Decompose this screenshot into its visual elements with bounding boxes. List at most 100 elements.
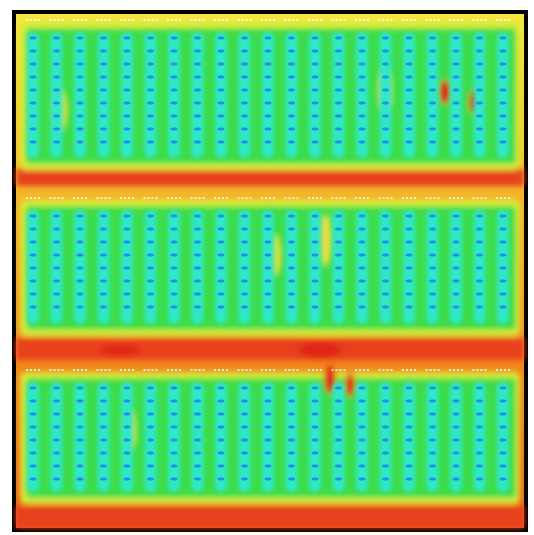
cell-spot: [29, 438, 37, 442]
cell-spot: [288, 305, 295, 309]
cell-spot: [452, 227, 460, 231]
cell-spot: [429, 227, 436, 231]
cell-spot: [241, 127, 248, 131]
cell-spot: [452, 412, 460, 416]
cell-spot: [311, 399, 319, 403]
cell-spot: [476, 101, 483, 105]
cell-spot: [53, 127, 60, 131]
cell-spot: [288, 62, 295, 66]
cell-spot: [194, 101, 201, 105]
cell-spot: [123, 438, 131, 442]
cell-spot: [147, 386, 154, 390]
cell-spot: [288, 214, 295, 218]
cell-spot: [311, 412, 319, 416]
cell-spot: [100, 140, 107, 144]
cell-spot: [405, 292, 413, 296]
stripe-layer: [27, 32, 509, 492]
cell-spot: [194, 114, 201, 118]
cell-spot: [123, 75, 131, 79]
cell-spot: [358, 425, 366, 429]
cell-spot: [53, 305, 60, 309]
cell-spot: [76, 386, 84, 390]
cell-spot: [476, 399, 483, 403]
cell-spot: [452, 214, 460, 218]
cell-spot: [100, 438, 107, 442]
cell-spot: [358, 75, 366, 79]
cell-spot: [476, 127, 483, 131]
cell-spot: [429, 438, 436, 442]
cell-spot: [499, 227, 507, 231]
cell-column: [74, 382, 86, 492]
cell-spot: [335, 292, 342, 296]
cell-spot: [288, 386, 295, 390]
cell-spot: [452, 477, 460, 481]
cell-spot: [358, 127, 366, 131]
cell-spot: [452, 101, 460, 105]
cell-spot: [170, 279, 178, 283]
cell-spot: [405, 438, 413, 442]
cell-spot: [241, 240, 248, 244]
cell-spot: [311, 305, 319, 309]
cell-spot: [358, 240, 366, 244]
cell-spot: [358, 266, 366, 270]
cell-spot: [382, 292, 389, 296]
cell-spot: [499, 438, 507, 442]
cell-spot: [335, 214, 342, 218]
cell-spot: [76, 305, 84, 309]
cell-spot: [382, 214, 389, 218]
cell-spot: [241, 292, 248, 296]
cell-spot: [476, 425, 483, 429]
cell-spot: [405, 451, 413, 455]
cell-spot: [405, 240, 413, 244]
cell-spot: [429, 75, 436, 79]
cell-column: [450, 382, 462, 492]
cell-spot: [29, 292, 37, 296]
cell-spot: [241, 266, 248, 270]
cell-spot: [405, 227, 413, 231]
cell-spot: [499, 240, 507, 244]
cell-spot: [335, 127, 342, 131]
cell-spot: [53, 62, 60, 66]
cell-spot: [53, 451, 60, 455]
cell-spot: [100, 214, 107, 218]
cell-spot: [29, 49, 37, 53]
cell-spot: [241, 140, 248, 144]
cell-spot: [29, 62, 37, 66]
cell-spot: [311, 451, 319, 455]
cell-spot: [241, 412, 248, 416]
cell-spot: [264, 75, 272, 79]
cell-spot: [76, 438, 84, 442]
cell-spot: [147, 477, 154, 481]
cell-spot: [217, 36, 225, 40]
cell-spot: [476, 140, 483, 144]
hot-spot: [439, 80, 451, 104]
cell-spot: [147, 412, 154, 416]
cell-spot: [335, 36, 342, 40]
cell-spot: [476, 88, 483, 92]
cell-spot: [264, 279, 272, 283]
cell-spot: [170, 88, 178, 92]
cell-spot: [382, 62, 389, 66]
cell-spot: [241, 438, 248, 442]
cell-spot: [452, 49, 460, 53]
cell-column: [168, 382, 180, 492]
cell-spot: [241, 279, 248, 283]
cell-column: [473, 382, 486, 492]
cell-column: [285, 382, 298, 492]
cell-spot: [476, 75, 483, 79]
cell-spot: [100, 279, 107, 283]
cell-spot: [335, 438, 342, 442]
cell-spot: [241, 88, 248, 92]
cell-spot: [382, 438, 389, 442]
cell-spot: [311, 62, 319, 66]
cell-spot: [382, 412, 389, 416]
cell-spot: [499, 266, 507, 270]
hot-band: [16, 506, 524, 528]
cell-spot: [194, 438, 201, 442]
cell-spot: [29, 279, 37, 283]
cell-spot: [53, 88, 60, 92]
cell-spot: [76, 425, 84, 429]
cell-spot: [382, 477, 389, 481]
cell-spot: [100, 114, 107, 118]
cell-spot: [452, 240, 460, 244]
